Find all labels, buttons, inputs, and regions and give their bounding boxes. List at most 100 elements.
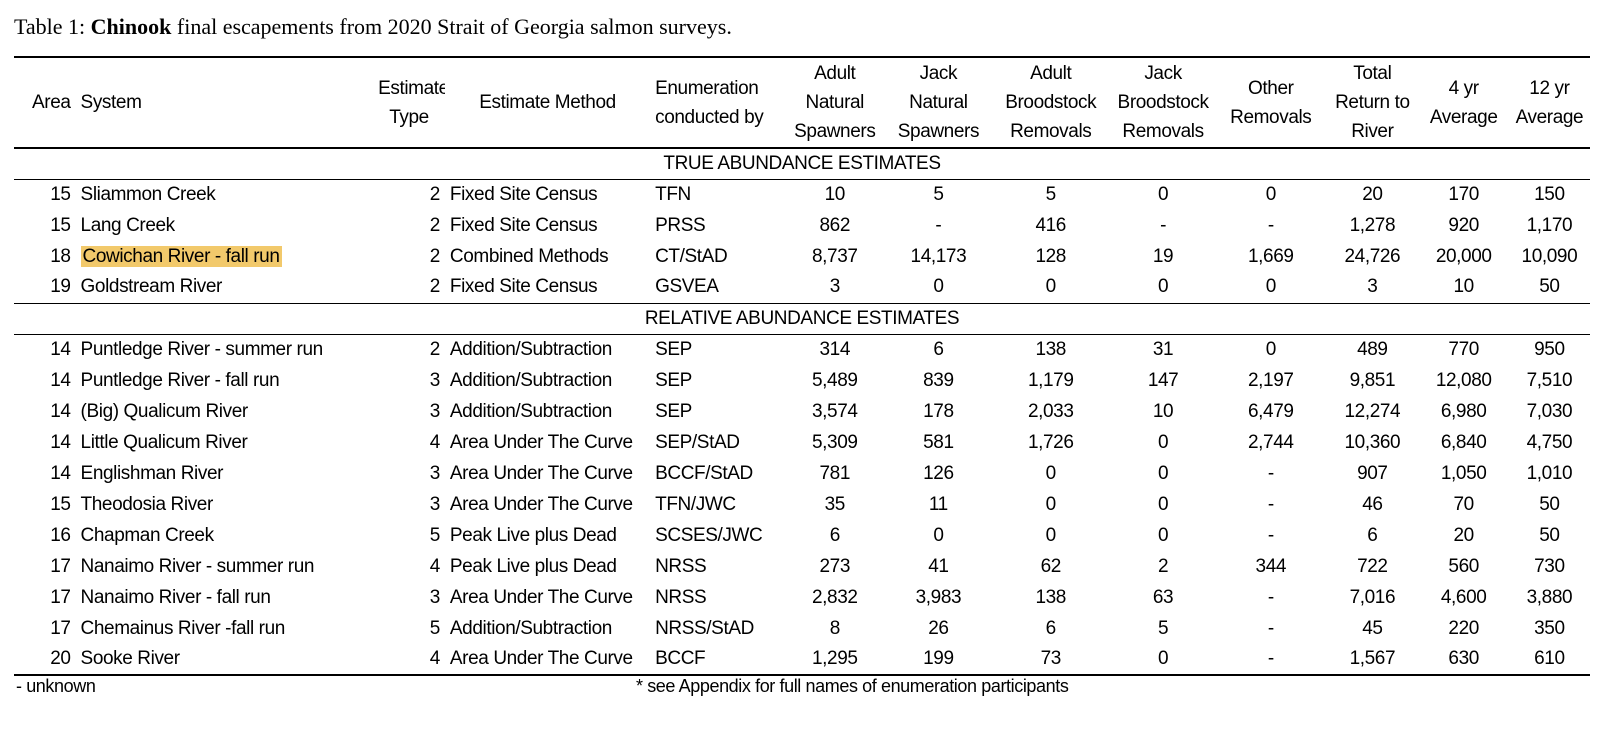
table-row: 17 Nanaimo River - fall run 3 Area Under Th… <box>14 582 1590 613</box>
cell-adult-natural: 5,489 <box>812 369 858 391</box>
header-row: Area System Estimate Type Estimate Method… <box>14 56 1590 148</box>
cell-estimate-type: 3 <box>429 400 441 422</box>
cell-system: Nanaimo River - fall run <box>80 586 271 608</box>
table-row: 14 Puntledge River - summer run 2 Addition/… <box>14 334 1590 365</box>
cell-estimate-method: Fixed Site Census <box>449 214 598 236</box>
header-enumeration: Enumeration conducted by <box>650 56 784 148</box>
cell-jack-natural: 581 <box>923 431 954 453</box>
cell-jack-broodstock: 0 <box>1157 431 1169 453</box>
footnote-unknown: - unknown <box>16 676 96 696</box>
cell-estimate-method: Addition/Subtraction <box>449 617 612 639</box>
cell-avg-12yr: 150 <box>1534 183 1565 205</box>
cell-avg-12yr: 10,090 <box>1521 245 1578 267</box>
cell-estimate-method: Area Under The Curve <box>449 493 633 515</box>
cell-jack-broodstock: - <box>1160 214 1167 236</box>
table-row: 18 Cowichan River - fall run 2 Combined Met… <box>14 241 1590 272</box>
cell-enumeration: SEP <box>655 338 692 360</box>
caption-prefix: Table 1: <box>14 14 91 39</box>
cell-adult-broodstock: 128 <box>1035 245 1066 267</box>
cell-jack-natural: 11 <box>928 493 948 515</box>
cell-estimate-method: Fixed Site Census <box>449 276 598 298</box>
cell-adult-broodstock: 5 <box>1045 183 1057 205</box>
cell-estimate-type: 2 <box>429 276 441 298</box>
cell-other-removals: 2,744 <box>1248 431 1294 453</box>
cell-other-removals: 0 <box>1265 338 1277 360</box>
cell-adult-natural: 8 <box>829 617 841 639</box>
cell-other-removals: 344 <box>1255 555 1287 577</box>
cell-system: Sooke River <box>75 644 374 676</box>
cell-system: Puntledge River - summer run <box>80 338 324 360</box>
table-row: 15 Theodosia River 3 Area Under The Curve TF… <box>14 489 1590 520</box>
header-12yr-average: 12 yr Average <box>1508 56 1590 148</box>
cell-adult-natural: 314 <box>819 338 851 360</box>
cell-adult-natural: 781 <box>819 462 851 484</box>
cell-estimate-method: Addition/Subtraction <box>449 369 612 391</box>
cell-total-return: 907 <box>1357 462 1388 484</box>
highlighted-system: Cowichan River - fall run <box>80 245 282 267</box>
cell-avg-12yr: 50 <box>1539 493 1560 515</box>
cell-jack-natural: 26 <box>928 617 949 639</box>
table-row: 14 Little Qualicum River 4 Area Under The C… <box>14 427 1590 458</box>
cell-other-removals: 6,479 <box>1248 400 1294 422</box>
cell-jack-natural: 0 <box>933 524 944 546</box>
cell-total-return: 24,726 <box>1344 245 1401 267</box>
cell-enumeration: SEP/StAD <box>655 431 740 453</box>
cell-adult-natural: 3 <box>829 276 841 298</box>
cell-avg-4yr: 6,980 <box>1440 400 1487 422</box>
cell-avg-4yr: 220 <box>1448 617 1479 639</box>
cell-adult-broodstock: 0 <box>1045 276 1057 298</box>
section-relative-abundance: RELATIVE ABUNDANCE ESTIMATES <box>14 302 1590 335</box>
table-caption: Table 1: Chinook final escapements from … <box>14 14 732 40</box>
cell-adult-natural: 35 <box>824 493 846 515</box>
cell-estimate-type: 2 <box>429 183 441 205</box>
cell-avg-4yr: 20,000 <box>1435 245 1492 267</box>
cell-adult-natural: 6 <box>829 524 841 546</box>
cell-adult-natural: 2,832 <box>812 586 858 608</box>
header-system: System <box>75 56 374 148</box>
cell-estimate-type: 5 <box>429 617 441 639</box>
cell-enumeration: NRSS/StAD <box>655 617 754 639</box>
header-jack-broodstock-removals: Jack Broodstock Removals <box>1110 56 1216 148</box>
cell-estimate-method: Peak Live plus Dead <box>449 555 617 577</box>
cell-estimate-method: Area Under The Curve <box>444 644 651 676</box>
cell-jack-broodstock: 0 <box>1157 493 1169 515</box>
cell-adult-broodstock: 0 <box>1045 493 1057 515</box>
cell-estimate-type: 2 <box>429 338 441 360</box>
cell-avg-4yr: 770 <box>1448 338 1479 360</box>
cell-other-removals: - <box>1215 644 1327 676</box>
cell-avg-12yr: 50 <box>1539 276 1560 298</box>
cell-jack-broodstock: 5 <box>1157 617 1169 639</box>
cell-area: 14 <box>50 462 71 484</box>
table-row: 15 Lang Creek 2 Fixed Site Census PRSS 862 - 41… <box>14 210 1590 241</box>
cell-estimate-type: 2 <box>429 214 441 236</box>
cell-total-return: 9,851 <box>1349 369 1396 391</box>
cell-avg-4yr: 920 <box>1448 214 1479 236</box>
cell-jack-broodstock: 0 <box>1110 644 1216 676</box>
cell-system: Puntledge River - fall run <box>80 369 280 391</box>
cell-other-removals: - <box>1267 586 1274 608</box>
cell-other-removals: 0 <box>1265 276 1277 298</box>
cell-jack-broodstock: 0 <box>1157 524 1169 546</box>
table-row: 17 Chemainus River -fall run 5 Addition/Sub… <box>14 613 1590 644</box>
header-estimate-type: Estimate Type <box>373 56 445 148</box>
cell-enumeration: BCCF/StAD <box>655 462 753 484</box>
cell-jack-broodstock: 10 <box>1152 400 1174 422</box>
cell-jack-broodstock: 147 <box>1147 369 1179 391</box>
table-row: 20 Sooke River 4 Area Under The Curve BCCF 1,… <box>14 644 1590 676</box>
cell-estimate-type: 4 <box>429 431 441 453</box>
cell-total-return: 46 <box>1362 493 1383 515</box>
cell-adult-broodstock: 1,726 <box>1027 431 1074 453</box>
table-row: 15 Sliammon Creek 2 Fixed Site Census TFN 10 5… <box>14 179 1590 210</box>
cell-system: Chemainus River -fall run <box>80 617 286 639</box>
cell-avg-4yr: 12,080 <box>1435 369 1492 391</box>
cell-enumeration: BCCF <box>650 644 784 676</box>
table-row: 14 (Big) Qualicum River 3 Addition/Subtract… <box>14 396 1590 427</box>
cell-estimate-method: Addition/Subtraction <box>449 400 612 422</box>
cell-enumeration: SEP <box>655 400 692 422</box>
cell-adult-broodstock: 138 <box>1035 586 1066 608</box>
cell-area: 15 <box>50 214 71 236</box>
footnote-appendix: * see Appendix for full names of enumera… <box>636 676 1069 696</box>
header-4yr-average: 4 yr Average <box>1418 56 1509 148</box>
cell-avg-4yr: 6,840 <box>1440 431 1487 453</box>
cell-estimate-method: Fixed Site Census <box>449 183 598 205</box>
